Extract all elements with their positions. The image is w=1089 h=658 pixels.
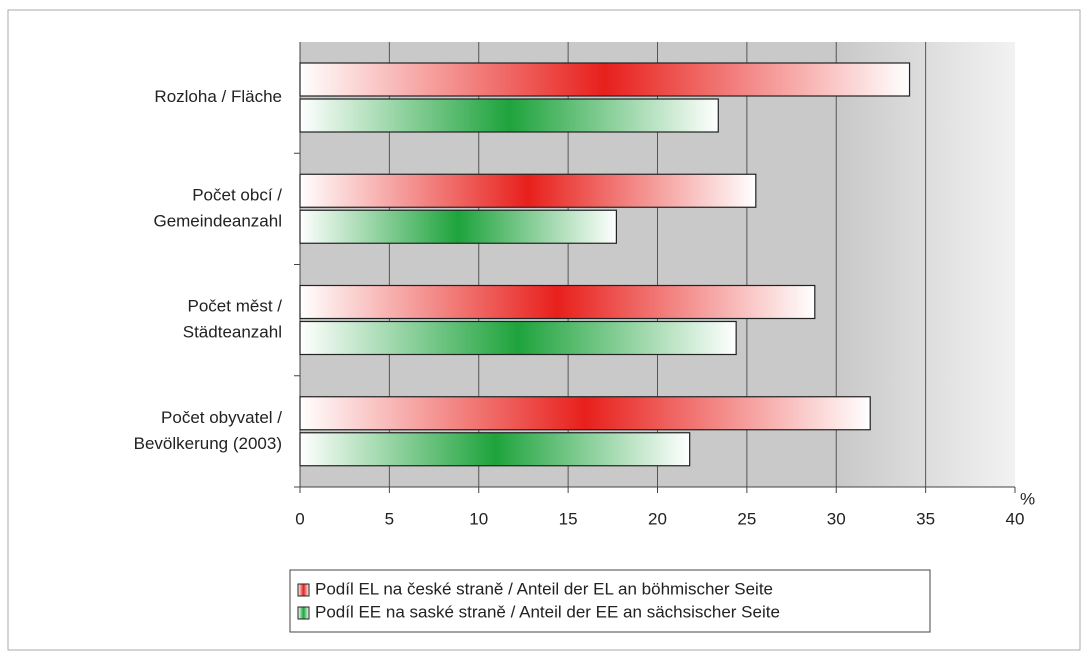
x-tick-label: 25: [737, 509, 756, 528]
legend-label: Podíl EL na české straně / Anteil der EL…: [315, 579, 773, 598]
bar: [299, 284, 816, 320]
frame: [7, 9, 1081, 651]
bar: [299, 209, 617, 244]
legend-swatch: [297, 583, 310, 597]
bar: [299, 396, 871, 431]
legend-label: Podíl EE na saské straně / Anteil der EE…: [315, 602, 780, 621]
bar: [299, 98, 719, 133]
x-axis-label: %: [1020, 489, 1035, 508]
y-tick-label: Počet měst /: [188, 297, 283, 316]
bar: [299, 173, 757, 208]
legend: [289, 569, 931, 633]
y-tick-label: Bevölkerung (2003): [134, 434, 282, 453]
x-tick-label: 40: [1006, 509, 1025, 528]
y-tick-label: Rozloha / Fläche: [154, 87, 282, 106]
bar: [299, 432, 691, 467]
x-tick-label: 30: [827, 509, 846, 528]
x-tick-label: 15: [559, 509, 578, 528]
bar: [299, 320, 737, 356]
bar: [299, 62, 911, 97]
y-tick-label: Počet obcí /: [192, 185, 282, 204]
x-tick-label: 5: [385, 509, 394, 528]
x-tick-label: 35: [916, 509, 935, 528]
x-tick-label: 10: [469, 509, 488, 528]
y-tick-label: Städteanzahl: [183, 323, 282, 342]
x-tick-label: 0: [295, 509, 304, 528]
legend-swatch: [297, 606, 310, 620]
x-tick-label: 20: [648, 509, 667, 528]
y-tick-label: Gemeindeanzahl: [153, 211, 282, 230]
y-tick-label: Počet obyvatel /: [161, 408, 282, 427]
